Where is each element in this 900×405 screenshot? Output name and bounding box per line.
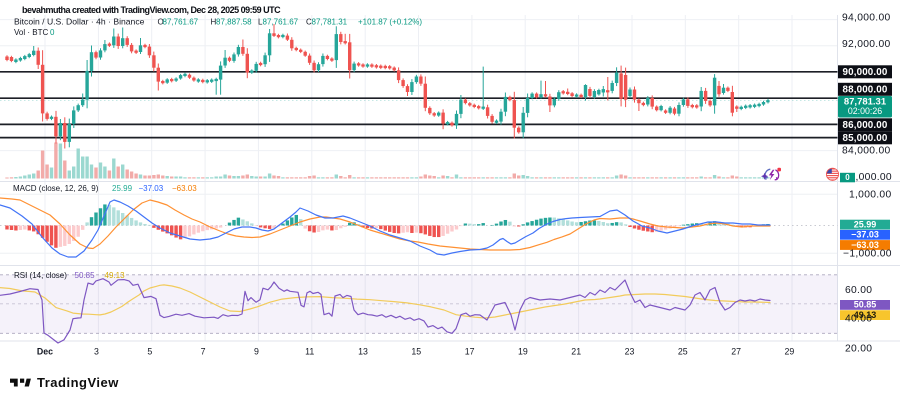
- svg-text:60.00: 60.00: [845, 285, 872, 296]
- svg-text:21: 21: [571, 347, 581, 357]
- svg-text:Bitcoin / U.S. Dollar · 4h · B: Bitcoin / U.S. Dollar · 4h · Binance: [14, 17, 145, 27]
- svg-text:O: O: [158, 18, 164, 27]
- svg-text:88,000.00: 88,000.00: [843, 85, 888, 96]
- svg-text:92,000.00: 92,000.00: [842, 39, 891, 50]
- svg-text:+101.87 (+0.12%): +101.87 (+0.12%): [358, 18, 422, 27]
- svg-text:H: H: [211, 18, 217, 27]
- svg-text:5: 5: [147, 347, 152, 357]
- svg-text:MACD (close, 12, 26, 9): MACD (close, 12, 26, 9): [13, 184, 99, 193]
- svg-text:87,761.67: 87,761.67: [263, 18, 299, 27]
- svg-text:−63.03: −63.03: [172, 184, 197, 193]
- svg-text:87,761.67: 87,761.67: [163, 18, 199, 27]
- svg-text:Dec: Dec: [37, 347, 53, 357]
- svg-text:25.99: 25.99: [112, 184, 133, 193]
- svg-text:17: 17: [465, 347, 475, 357]
- svg-text:−1,000.00: −1,000.00: [843, 249, 892, 260]
- svg-text:7: 7: [201, 347, 206, 357]
- svg-text:02:00:26: 02:00:26: [848, 106, 882, 116]
- svg-text:50.85: 50.85: [75, 271, 96, 280]
- svg-text:87,887.58: 87,887.58: [216, 18, 252, 27]
- svg-text:L: L: [258, 18, 263, 27]
- svg-text:25: 25: [678, 347, 688, 357]
- svg-text:94,000.00: 94,000.00: [842, 13, 891, 24]
- svg-text:49.13: 49.13: [105, 271, 126, 280]
- svg-text:50.85: 50.85: [854, 300, 877, 310]
- svg-text:0: 0: [845, 173, 850, 182]
- svg-text:85,000.00: 85,000.00: [843, 133, 888, 144]
- svg-text:3: 3: [94, 347, 99, 357]
- svg-text:27: 27: [731, 347, 741, 357]
- svg-text:87,781.31: 87,781.31: [844, 97, 887, 108]
- svg-text:9: 9: [254, 347, 259, 357]
- svg-text:bevahmutha created with Tradin: bevahmutha created with TradingView.com,…: [22, 5, 281, 15]
- svg-text:TradingView: TradingView: [37, 375, 119, 390]
- svg-text:84,000.00: 84,000.00: [842, 146, 891, 157]
- svg-text:−37.03: −37.03: [851, 230, 879, 240]
- svg-text:86,000.00: 86,000.00: [843, 120, 888, 131]
- svg-text:RSI (14, close): RSI (14, close): [14, 271, 67, 280]
- svg-text:11: 11: [305, 347, 314, 357]
- svg-text:0: 0: [50, 28, 55, 37]
- svg-text:23: 23: [625, 347, 635, 357]
- svg-text:25.99: 25.99: [854, 219, 877, 229]
- svg-text:1,000.00: 1,000.00: [849, 190, 891, 201]
- svg-text:−63.03: −63.03: [851, 240, 879, 250]
- svg-text:−37.03: −37.03: [139, 184, 164, 193]
- svg-text:Vol · BTC: Vol · BTC: [14, 28, 48, 37]
- svg-text:29: 29: [785, 347, 795, 357]
- svg-text:,000.00: ,000.00: [856, 172, 892, 183]
- svg-text:13: 13: [358, 347, 368, 357]
- svg-text:90,000.00: 90,000.00: [843, 67, 888, 78]
- svg-text:C: C: [306, 18, 312, 27]
- svg-text:87,781.31: 87,781.31: [312, 18, 348, 27]
- svg-text:49.13: 49.13: [854, 310, 877, 320]
- svg-text:20.00: 20.00: [845, 344, 872, 355]
- svg-text:40.00: 40.00: [845, 313, 872, 324]
- svg-text:19: 19: [518, 347, 528, 357]
- svg-text:15: 15: [411, 347, 421, 357]
